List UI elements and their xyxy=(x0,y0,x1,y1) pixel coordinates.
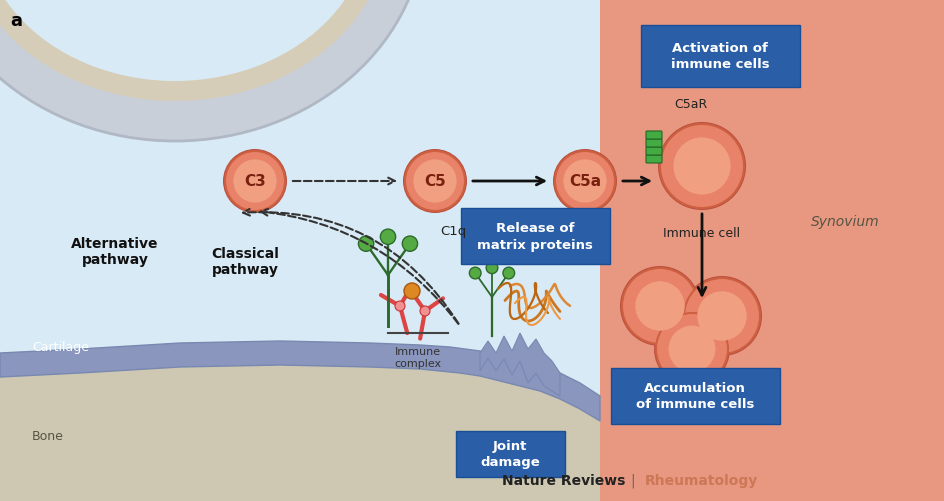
Circle shape xyxy=(223,150,287,213)
Circle shape xyxy=(660,125,744,208)
FancyBboxPatch shape xyxy=(646,140,662,148)
Circle shape xyxy=(420,307,430,316)
Circle shape xyxy=(503,268,514,280)
Polygon shape xyxy=(0,341,600,421)
FancyBboxPatch shape xyxy=(461,208,610,265)
FancyBboxPatch shape xyxy=(456,431,565,477)
Circle shape xyxy=(380,229,396,245)
Circle shape xyxy=(402,236,417,252)
Circle shape xyxy=(233,160,277,203)
Circle shape xyxy=(553,150,617,213)
Text: Immune cell: Immune cell xyxy=(664,226,740,239)
Ellipse shape xyxy=(0,0,370,82)
Bar xyxy=(0,0,620,501)
Text: Alternative
pathway: Alternative pathway xyxy=(71,236,159,267)
Circle shape xyxy=(404,284,420,300)
Text: Cartilage: Cartilage xyxy=(32,340,89,353)
Circle shape xyxy=(405,152,465,211)
FancyBboxPatch shape xyxy=(646,132,662,140)
Circle shape xyxy=(620,267,700,346)
Text: Synovium: Synovium xyxy=(811,214,879,228)
Text: Joint
damage: Joint damage xyxy=(480,439,540,468)
Text: |: | xyxy=(630,472,634,487)
FancyBboxPatch shape xyxy=(646,148,662,156)
Circle shape xyxy=(486,263,497,274)
FancyBboxPatch shape xyxy=(611,368,780,424)
Circle shape xyxy=(656,313,728,385)
Text: Classical
pathway: Classical pathway xyxy=(211,246,278,277)
Circle shape xyxy=(658,123,746,210)
Circle shape xyxy=(413,160,457,203)
Bar xyxy=(0,0,600,501)
FancyBboxPatch shape xyxy=(646,156,662,164)
Circle shape xyxy=(564,160,607,203)
Text: C1q: C1q xyxy=(440,225,466,238)
Text: a: a xyxy=(10,12,22,30)
Text: Activation of
immune cells: Activation of immune cells xyxy=(670,43,769,71)
Text: Bone: Bone xyxy=(32,430,64,442)
Circle shape xyxy=(403,150,467,213)
Text: C5: C5 xyxy=(424,174,446,189)
Circle shape xyxy=(469,268,481,280)
Circle shape xyxy=(225,152,285,211)
Circle shape xyxy=(673,138,731,195)
Circle shape xyxy=(395,302,405,312)
Circle shape xyxy=(682,277,762,356)
Ellipse shape xyxy=(0,0,425,142)
Text: Nature Reviews: Nature Reviews xyxy=(501,473,625,487)
Circle shape xyxy=(635,282,684,331)
Text: C5a: C5a xyxy=(569,174,601,189)
Polygon shape xyxy=(0,363,600,501)
Circle shape xyxy=(698,292,747,341)
Text: Release of
matrix proteins: Release of matrix proteins xyxy=(477,222,593,251)
Ellipse shape xyxy=(0,0,390,102)
Text: Immune
complex: Immune complex xyxy=(395,346,442,368)
Polygon shape xyxy=(480,333,560,396)
Circle shape xyxy=(622,269,698,344)
FancyBboxPatch shape xyxy=(640,26,800,88)
Circle shape xyxy=(654,312,730,387)
Circle shape xyxy=(555,152,615,211)
FancyBboxPatch shape xyxy=(515,0,944,501)
Text: C3: C3 xyxy=(244,174,266,189)
Text: Rheumatology: Rheumatology xyxy=(645,473,758,487)
Circle shape xyxy=(684,279,760,354)
Text: Accumulation
of immune cells: Accumulation of immune cells xyxy=(636,382,754,411)
Circle shape xyxy=(359,236,374,252)
Circle shape xyxy=(668,326,716,373)
Text: C5aR: C5aR xyxy=(674,98,707,111)
